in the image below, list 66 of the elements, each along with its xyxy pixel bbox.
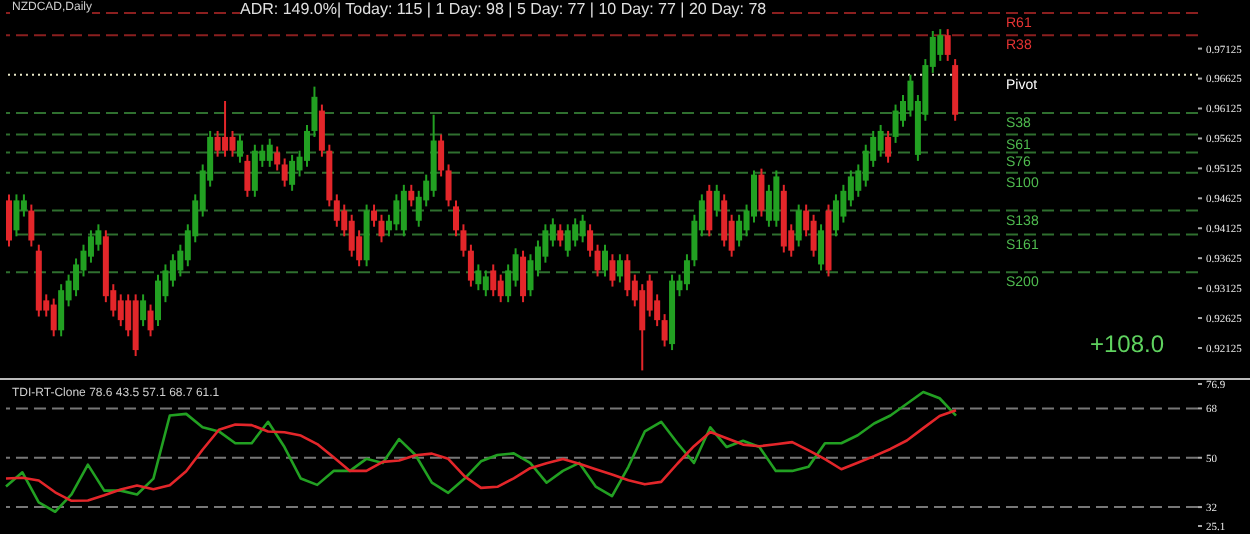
candlestick: [616, 253, 623, 284]
candlestick: [609, 253, 616, 288]
candlestick: [467, 243, 474, 288]
candlestick: [289, 153, 296, 192]
candlestick: [117, 293, 124, 328]
candlestick: [236, 133, 243, 164]
candlestick: [564, 223, 571, 258]
candlestick: [713, 183, 720, 218]
candlestick: [587, 223, 594, 258]
candlestick: [497, 273, 504, 304]
candlestick: [520, 249, 527, 304]
candlestick: [602, 243, 608, 278]
candlestick: [885, 129, 892, 164]
candlestick: [579, 213, 586, 244]
line-series: [4, 409, 958, 503]
candlestick: [140, 293, 147, 328]
candlestick: [169, 253, 176, 288]
candlestick: [736, 213, 743, 248]
candlestick: [892, 103, 899, 144]
candlestick: [266, 137, 273, 168]
candlestick: [438, 133, 445, 178]
candlestick: [773, 169, 780, 228]
annotation: ADR: 149.0%| Today: 115 | 1 Day: 98 | 5 Day: 77 | 10 Day: 77 | 20 Day: 78: [240, 0, 767, 20]
candlestick: [832, 193, 839, 238]
candlestick: [147, 303, 154, 338]
candlestick: [490, 263, 497, 298]
candlestick: [795, 203, 802, 248]
candlestick: [6, 193, 12, 248]
candlestick: [639, 283, 646, 372]
candlestick: [281, 157, 288, 188]
candlestick: [28, 203, 35, 248]
annotation: +108.0: [1090, 330, 1165, 359]
candlestick: [765, 183, 772, 228]
candlestick: [445, 163, 452, 208]
candlestick: [877, 123, 884, 158]
candlestick: [50, 297, 57, 338]
candlestick: [818, 223, 825, 272]
candlestick: [371, 203, 378, 228]
candlestick: [810, 213, 817, 258]
candlestick: [13, 193, 20, 238]
candlestick: [274, 145, 281, 172]
candlestick: [393, 193, 400, 232]
candlestick: [378, 213, 385, 244]
candlestick: [73, 257, 80, 298]
candlestick: [624, 253, 631, 298]
candlestick: [661, 313, 668, 348]
candlestick: [512, 247, 519, 288]
candlestick: [229, 129, 236, 158]
candlestick: [475, 263, 482, 292]
candlestick: [214, 129, 221, 158]
line-series: [4, 390, 958, 514]
candlestick: [594, 243, 601, 278]
candlestick: [222, 100, 229, 158]
candlestick: [706, 183, 713, 238]
candlestick: [251, 143, 258, 198]
candlestick: [944, 28, 951, 62]
candlestick: [348, 213, 355, 258]
candlestick: [58, 283, 65, 338]
candlestick: [400, 183, 407, 238]
candlestick: [758, 167, 765, 218]
candlestick: [333, 193, 340, 228]
candlestick: [482, 269, 489, 298]
candlestick: [721, 193, 728, 248]
candlestick: [557, 223, 564, 248]
candlestick: [408, 183, 415, 208]
candlestick: [244, 153, 251, 198]
